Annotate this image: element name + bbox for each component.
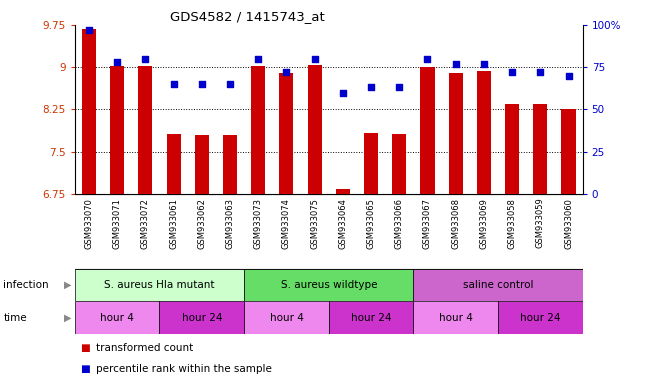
Text: S. aureus Hla mutant: S. aureus Hla mutant: [104, 280, 215, 290]
Bar: [159, 301, 244, 334]
Text: hour 24: hour 24: [351, 313, 391, 323]
Point: [140, 56, 150, 62]
Text: saline control: saline control: [463, 280, 533, 290]
Bar: [167, 134, 181, 194]
Text: GSM933073: GSM933073: [254, 198, 263, 249]
Text: GSM933065: GSM933065: [367, 198, 376, 248]
Bar: [498, 301, 583, 334]
Bar: [392, 134, 406, 194]
Text: GSM933070: GSM933070: [85, 198, 94, 248]
Bar: [244, 269, 413, 301]
Text: GSM933062: GSM933062: [197, 198, 206, 248]
Bar: [477, 71, 491, 194]
Point: [535, 69, 546, 75]
Point: [478, 61, 489, 67]
Point: [253, 56, 264, 62]
Text: percentile rank within the sample: percentile rank within the sample: [96, 364, 271, 374]
Text: ■: ■: [81, 364, 94, 374]
Point: [507, 69, 518, 75]
Bar: [533, 104, 547, 194]
Bar: [195, 135, 209, 194]
Bar: [413, 301, 498, 334]
Bar: [251, 66, 266, 194]
Point: [225, 81, 235, 87]
Point: [84, 27, 94, 33]
Point: [112, 59, 122, 65]
Point: [366, 84, 376, 91]
Text: GSM933071: GSM933071: [113, 198, 122, 248]
Bar: [364, 132, 378, 194]
Text: time: time: [3, 313, 27, 323]
Bar: [75, 301, 159, 334]
Text: ■: ■: [81, 343, 94, 353]
Point: [394, 84, 404, 91]
Bar: [279, 73, 294, 194]
Text: hour 24: hour 24: [520, 313, 561, 323]
Bar: [505, 104, 519, 194]
Text: GSM933063: GSM933063: [225, 198, 234, 249]
Text: hour 24: hour 24: [182, 313, 222, 323]
Point: [563, 73, 574, 79]
Point: [281, 69, 292, 75]
Text: hour 4: hour 4: [100, 313, 134, 323]
Text: GSM933074: GSM933074: [282, 198, 291, 248]
Text: GSM933075: GSM933075: [310, 198, 319, 248]
Text: GSM933064: GSM933064: [339, 198, 348, 248]
Bar: [139, 66, 152, 194]
Text: GDS4582 / 1415743_at: GDS4582 / 1415743_at: [170, 10, 325, 23]
Text: S. aureus wildtype: S. aureus wildtype: [281, 280, 377, 290]
Text: GSM933066: GSM933066: [395, 198, 404, 249]
Text: hour 4: hour 4: [439, 313, 473, 323]
Point: [169, 81, 179, 87]
Text: GSM933069: GSM933069: [479, 198, 488, 248]
Text: hour 4: hour 4: [270, 313, 303, 323]
Bar: [223, 135, 237, 194]
Bar: [307, 65, 322, 194]
Bar: [244, 301, 329, 334]
Text: GSM933058: GSM933058: [508, 198, 517, 248]
Text: GSM933061: GSM933061: [169, 198, 178, 248]
Text: GSM933059: GSM933059: [536, 198, 545, 248]
Text: GSM933060: GSM933060: [564, 198, 573, 248]
Text: GSM933067: GSM933067: [423, 198, 432, 249]
Text: GSM933072: GSM933072: [141, 198, 150, 248]
Bar: [329, 301, 413, 334]
Text: ▶: ▶: [64, 313, 72, 323]
Text: transformed count: transformed count: [96, 343, 193, 353]
Point: [338, 89, 348, 96]
Text: ▶: ▶: [64, 280, 72, 290]
Bar: [561, 109, 575, 194]
Point: [422, 56, 433, 62]
Point: [309, 56, 320, 62]
Bar: [413, 269, 583, 301]
Bar: [82, 29, 96, 194]
Bar: [336, 189, 350, 194]
Bar: [449, 73, 463, 194]
Bar: [110, 66, 124, 194]
Text: GSM933068: GSM933068: [451, 198, 460, 249]
Bar: [75, 269, 244, 301]
Point: [450, 61, 461, 67]
Point: [197, 81, 207, 87]
Text: infection: infection: [3, 280, 49, 290]
Bar: [421, 67, 435, 194]
